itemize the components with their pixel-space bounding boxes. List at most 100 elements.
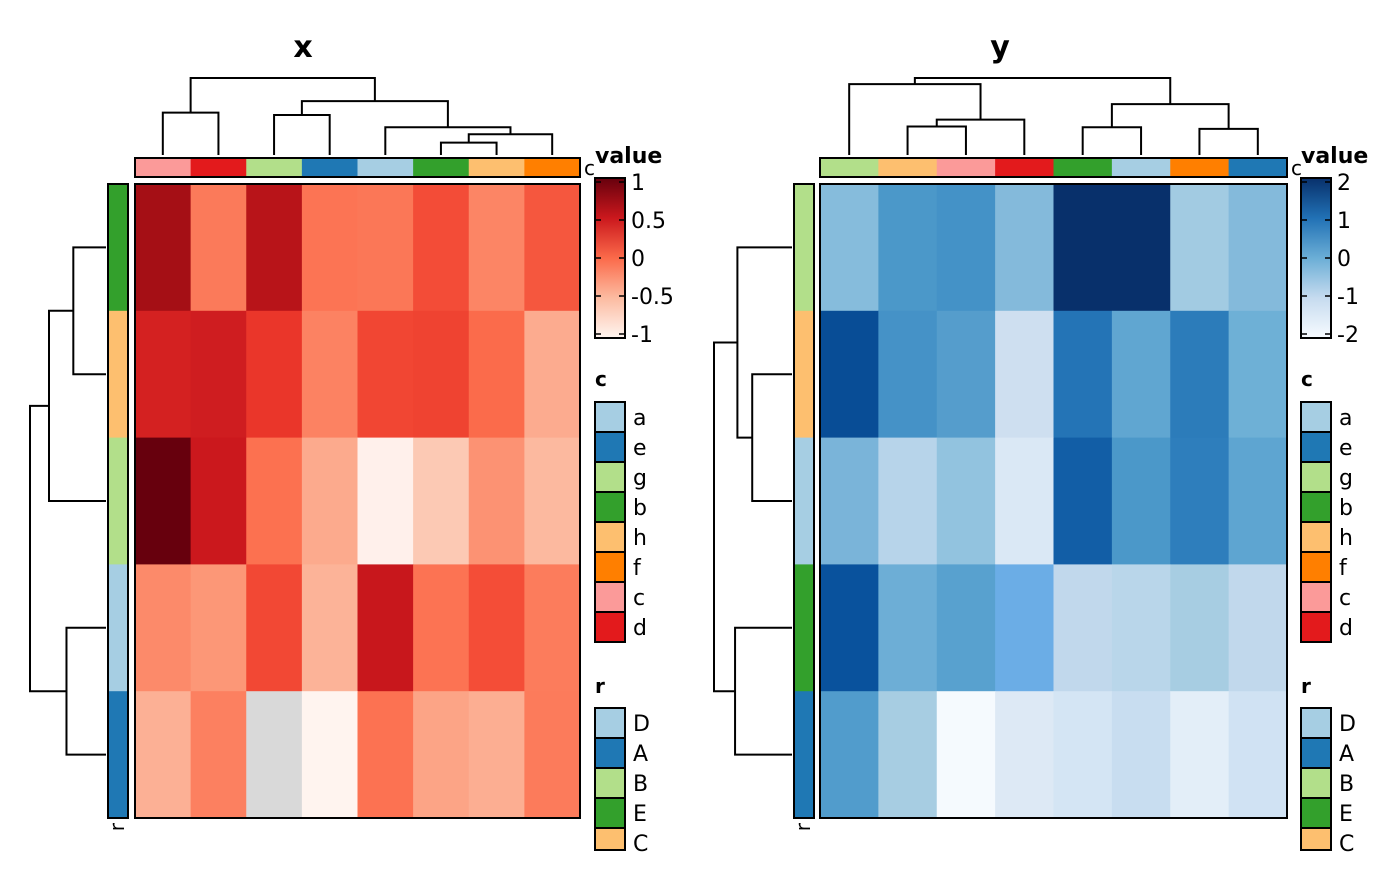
column-annotation-cell-e xyxy=(1228,158,1288,177)
c-legend-swatch-e xyxy=(594,431,626,463)
heatmap-cell: D / d: -0.33 xyxy=(190,564,247,692)
dendrogram-branch xyxy=(935,118,1026,155)
dendrogram-branch xyxy=(467,133,554,155)
row-annotation-cell-C xyxy=(794,310,814,439)
c-legend-title: c xyxy=(595,367,607,391)
heatmap-body: E / c: 0.85E / d: -0.1E / g: 0.75E / e: … xyxy=(134,183,581,819)
heatmap-cell: C / h: 0.02 xyxy=(468,310,525,439)
heatmap-cell: A / g: 0.6 xyxy=(820,691,879,819)
dendrogram-branch xyxy=(161,111,220,155)
heatmap-cell: B / d: 0.62 xyxy=(190,437,247,565)
heatmap-cell: A / f: -0.09 xyxy=(524,691,581,819)
heatmap-panel-x: xcrE / c: 0.85E / d: -0.1E / g: 0.75E / … xyxy=(29,30,674,857)
column-annotation-cell-f xyxy=(1170,158,1230,177)
r-legend-label: C xyxy=(1339,832,1354,857)
row-annotation-label: r xyxy=(791,822,815,831)
heatmap-cell: C / e: 0.3 xyxy=(1228,310,1288,439)
c-legend-swatch-a xyxy=(594,401,626,433)
c-legend-swatch-c xyxy=(594,581,626,613)
dendrogram-branch xyxy=(273,113,331,155)
heatmap-cell: B / h: 0.7 xyxy=(878,184,938,312)
row-annotation: r xyxy=(105,183,129,831)
r-legend-swatch-E xyxy=(1300,797,1332,829)
legend-title: value xyxy=(1301,144,1368,169)
column-dendrogram xyxy=(161,77,554,155)
heatmap-cell: A / e: -1 xyxy=(301,691,358,819)
heatmap-cell: D / e: 0.5 xyxy=(1228,437,1288,565)
c-legend-label: h xyxy=(1339,526,1353,551)
row-annotation-cell-D xyxy=(108,564,128,692)
heatmap-title: x xyxy=(293,30,312,65)
heatmap-cell: A / a: -0.03 xyxy=(357,691,414,819)
row-annotation-cell-B xyxy=(108,437,128,565)
heatmap-cell: C / c: 0.6 xyxy=(936,310,996,439)
legend-tick-label: 1 xyxy=(631,171,645,196)
heatmap-cell: B / a: -0.97 xyxy=(357,437,414,565)
c-legend-swatch-d xyxy=(594,611,626,643)
column-annotation: c xyxy=(819,156,1302,180)
c-legend-label: a xyxy=(633,406,646,431)
dendrogram-branch xyxy=(734,626,792,756)
row-annotation-cell-D xyxy=(794,437,814,565)
c-legend-swatch-h xyxy=(594,521,626,553)
column-annotation-cell-b xyxy=(1053,158,1113,177)
column-annotation-label: c xyxy=(1291,156,1302,180)
heatmap-body: B / g: 0B / h: 0.7B / c: 0.8B / d: 0.1B … xyxy=(819,183,1288,819)
legend-title: value xyxy=(595,144,662,169)
c-legend-label: b xyxy=(633,496,647,521)
heatmap-cell: A / b: -0.9 xyxy=(1053,691,1113,819)
row-annotation-cell-A xyxy=(794,691,814,819)
heatmap-cell: D / e: -0.55 xyxy=(301,564,358,692)
heatmap-cell: C / b: 0.25 xyxy=(413,310,470,439)
heatmap-cell: C / c: 0.55 xyxy=(135,310,192,439)
dendrogram-branch xyxy=(713,341,738,693)
legend-tick-label: 2 xyxy=(1337,171,1351,196)
c-legend-label: d xyxy=(1339,616,1353,641)
c-legend-swatch-d xyxy=(1300,611,1332,643)
heatmap-cell: A / d: -1.1 xyxy=(995,691,1054,819)
column-annotation-cell-c xyxy=(135,158,192,177)
c-legend-label: g xyxy=(1339,466,1353,491)
c-legend-swatch-g xyxy=(594,461,626,493)
c-legend-label: b xyxy=(1339,496,1353,521)
heatmap-cell: E / g: 0.75 xyxy=(246,184,303,312)
heatmap-cell: E / g: 1.45 xyxy=(820,564,879,692)
c-legend-label: d xyxy=(633,616,647,641)
heatmap-cell: B / c: 0.8 xyxy=(936,184,996,312)
row-dendrogram xyxy=(29,246,106,756)
heatmap-cell: A / c: -0.53 xyxy=(135,691,192,819)
heatmap-cell: D / h: -0.6 xyxy=(878,437,938,565)
heatmap-cell: A / h: -0.4 xyxy=(878,691,938,819)
column-annotation-cell-g xyxy=(246,158,303,177)
heatmap-cell: E / b: 0.15 xyxy=(413,184,470,312)
row-annotation: r xyxy=(791,183,815,831)
row-annotation-cell-B xyxy=(794,184,814,312)
r-legend-swatch-B xyxy=(1300,767,1332,799)
c-legend-label: g xyxy=(633,466,647,491)
c-legend-label: h xyxy=(633,526,647,551)
heatmap-cell: D / a: 0.7 xyxy=(1111,437,1171,565)
heatmap-cell: A / a: -0.75 xyxy=(1111,691,1171,819)
heatmap-cell: A / e: -0.85 xyxy=(1228,691,1288,819)
r-legend-label: D xyxy=(633,712,650,737)
heatmap-cell: E / c: 0.85 xyxy=(135,184,192,312)
legend-tick-label: -1 xyxy=(631,323,653,348)
column-annotation-cell-e xyxy=(301,158,358,177)
r-legend-swatch-C xyxy=(594,827,626,851)
r-legend-label: A xyxy=(1339,742,1354,767)
c-legend-label: f xyxy=(1339,556,1348,581)
heatmap-border xyxy=(134,183,581,819)
heatmap-cell: D / g: 0.2 xyxy=(246,564,303,692)
column-annotation-cell-d xyxy=(190,158,247,177)
r-legend-swatch-A xyxy=(594,737,626,769)
column-annotation-cell-d xyxy=(995,158,1054,177)
heatmap-cell: B / d: 0.1 xyxy=(995,184,1054,312)
heatmap-cell: B / f: -0.3 xyxy=(1170,184,1230,312)
heatmap-cell: E / b: -0.7 xyxy=(1053,564,1113,692)
heatmap-border xyxy=(819,183,1288,819)
column-annotation: c xyxy=(134,156,595,180)
